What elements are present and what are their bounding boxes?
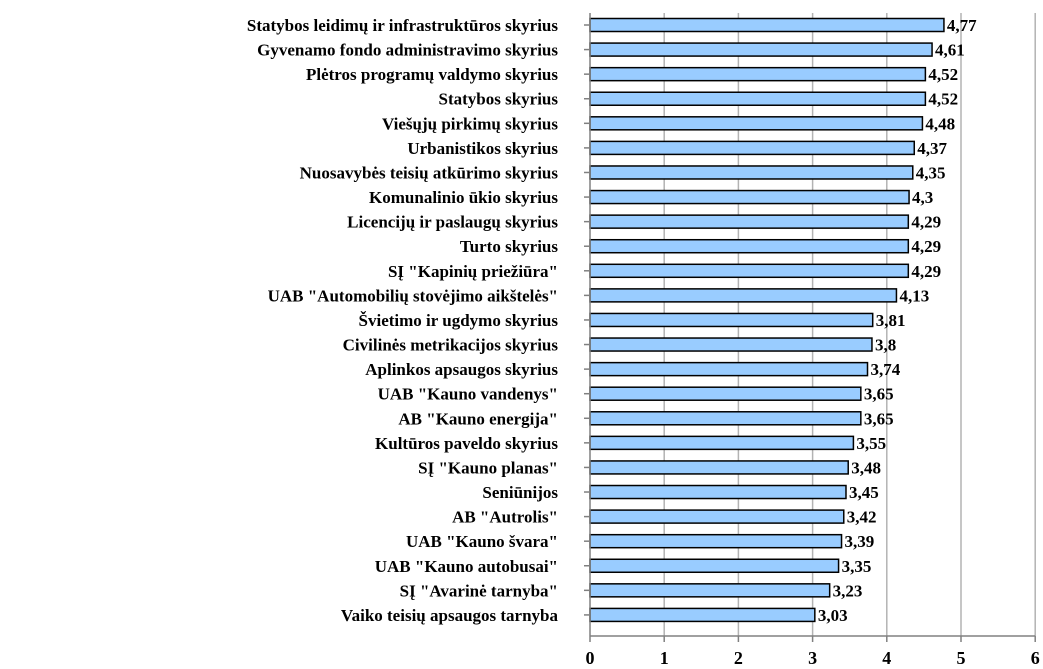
bar: [589, 263, 910, 279]
value-labels: 4,77 4,61 4,52 4,52 4,48 4,37 4,35 4,3 4,29 4,29 4…: [818, 16, 977, 625]
category-label: Statybos leidimų ir infrastruktūros skyr…: [247, 16, 558, 35]
bar: [589, 411, 862, 426]
bar: [589, 484, 847, 500]
value-label: 4,48: [925, 114, 955, 133]
bar: [589, 189, 910, 205]
category-label: Aplinkos apsaugos skyrius: [365, 360, 558, 379]
value-label: 4,37: [917, 139, 947, 158]
value-label: 4,52: [928, 65, 958, 84]
value-label: 4,29: [911, 213, 941, 232]
bar: [589, 337, 873, 352]
category-label: SĮ "Kauno planas": [418, 458, 558, 477]
bar: [589, 361, 869, 377]
category-label: Licencijų ir paslaugų skyrius: [347, 213, 558, 232]
value-label: 4,77: [947, 16, 977, 35]
value-label: 3,74: [871, 360, 901, 379]
value-label: 4,52: [928, 90, 958, 109]
x-tick-label: 3: [808, 648, 817, 668]
bar: [589, 288, 898, 303]
value-label: 4,35: [916, 163, 946, 182]
bar: [589, 116, 924, 131]
category-label: Viešųjų pirkimų skyrius: [382, 114, 558, 133]
category-label: SĮ "Kapinių priežiūra": [388, 262, 558, 281]
value-label: 4,29: [911, 262, 941, 281]
category-labels: Statybos leidimų ir infrastruktūros skyr…: [247, 16, 559, 625]
value-label: 3,03: [818, 606, 848, 625]
category-label: Urbanistikos skyrius: [407, 139, 558, 158]
bar: [589, 460, 849, 475]
category-label: UAB "Automobilių stovėjimo aikštelės": [268, 286, 558, 305]
value-label: 3,39: [845, 532, 875, 551]
value-label: 3,55: [856, 434, 886, 453]
category-label: Turto skyrius: [460, 237, 558, 256]
value-label: 4,61: [935, 41, 965, 60]
bar: [589, 533, 843, 549]
x-tick-label: 2: [734, 648, 743, 668]
category-label: Kultūros paveldo skyrius: [375, 434, 558, 453]
category-label: AB "Autrolis": [452, 508, 558, 527]
category-label: AB "Kauno energija": [398, 409, 558, 428]
category-label: Civilinės metrikacijos skyrius: [343, 336, 559, 355]
axis-layer: 0 1 2 3 4 5 6: [584, 13, 1040, 668]
bar: [589, 91, 927, 106]
x-tick-label: 0: [586, 648, 595, 668]
value-label: 3,65: [864, 409, 894, 428]
category-label: Statybos skyrius: [438, 90, 558, 109]
x-tick-label: 4: [882, 648, 891, 668]
category-label: Komunalinio ūkio skyrius: [369, 188, 558, 207]
bar: [589, 583, 831, 598]
bar: [589, 140, 916, 156]
value-label: 4,13: [899, 286, 929, 305]
category-label: UAB "Kauno vandenys": [378, 385, 558, 404]
value-label: 4,29: [911, 237, 941, 256]
x-tick-label: 5: [957, 648, 966, 668]
category-label: Švietimo ir ugdymo skyrius: [359, 311, 559, 330]
bar: [589, 607, 816, 623]
value-label: 3,81: [876, 311, 906, 330]
bar: [589, 66, 927, 82]
value-label: 3,35: [842, 557, 872, 576]
category-label: Vaiko teisių apsaugos tarnyba: [341, 606, 559, 625]
category-label: UAB "Kauno švara": [406, 532, 558, 551]
value-label: 3,8: [875, 336, 896, 355]
bar: [589, 509, 845, 524]
category-label: Nuosavybės teisių atkūrimo skyrius: [300, 163, 559, 182]
bar: [589, 386, 862, 401]
x-tick-label: 6: [1031, 648, 1040, 668]
value-label: 3,42: [847, 508, 877, 527]
bar: [589, 435, 855, 451]
bar: [589, 312, 874, 328]
bar: [589, 42, 933, 57]
category-label: Seniūnijos: [482, 483, 558, 502]
x-tick-label: 1: [660, 648, 669, 668]
bar: [589, 214, 910, 229]
bar: [589, 165, 914, 180]
bar: [589, 17, 945, 33]
category-label: Gyvenamo fondo administravimo skyrius: [257, 41, 558, 60]
bar: [589, 558, 840, 574]
category-label: Plėtros programų valdymo skyrius: [306, 65, 558, 84]
category-label: UAB "Kauno autobusai": [375, 557, 558, 576]
category-label: SĮ "Avarinė tarnyba": [400, 581, 558, 600]
value-label: 3,65: [864, 385, 894, 404]
value-label: 4,3: [912, 188, 933, 207]
value-label: 3,45: [849, 483, 879, 502]
bar: [589, 238, 910, 254]
value-label: 3,48: [851, 458, 881, 477]
value-label: 3,23: [833, 581, 863, 600]
